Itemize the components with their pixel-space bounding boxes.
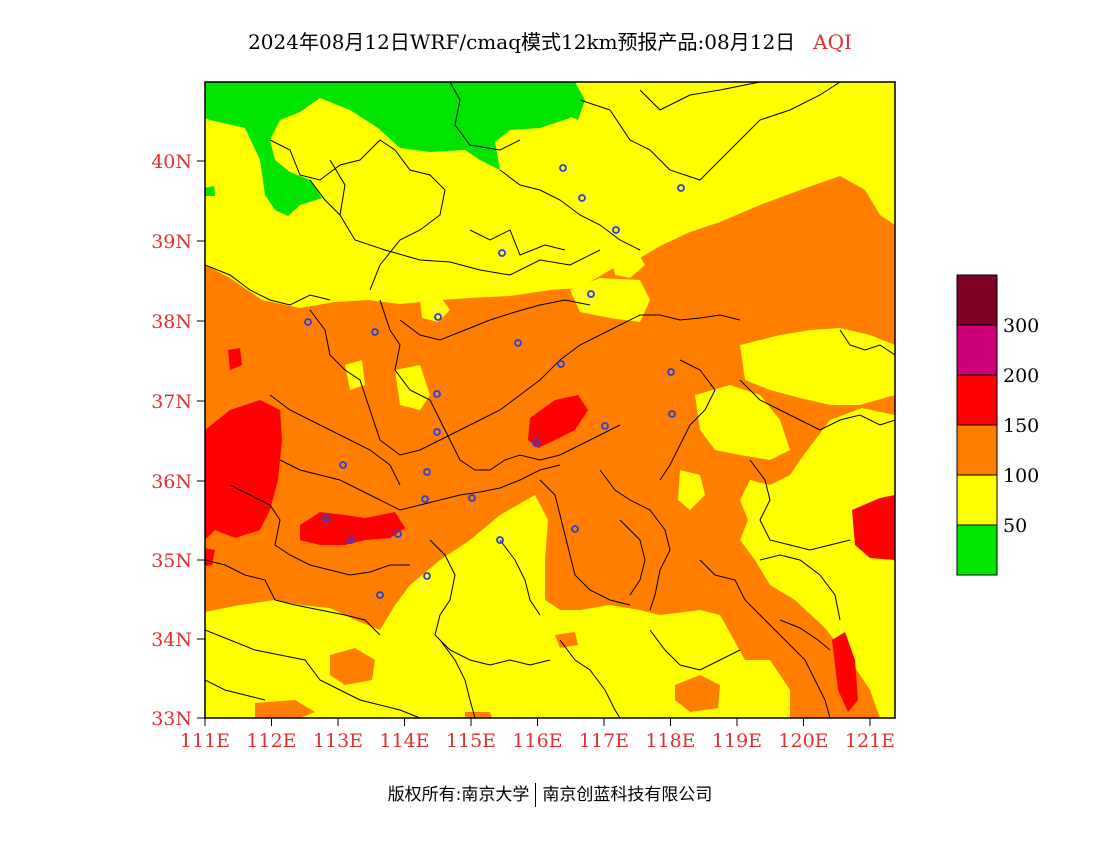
- lat-tick-label: 40N: [151, 151, 192, 173]
- legend-label: 300: [1003, 315, 1039, 337]
- footer-separator: [535, 783, 537, 807]
- city-markers: [304, 164, 685, 599]
- lon-tick-label: 117E: [579, 730, 629, 752]
- field-good-west: [205, 186, 215, 196]
- legend-swatch: [956, 324, 998, 376]
- blob-south-1: [330, 648, 375, 685]
- lat-tick-label: 38N: [151, 311, 192, 333]
- field-unhealthy-coast: [852, 495, 895, 560]
- legend-swatch: [956, 424, 998, 476]
- field-unhealthy-west: [205, 400, 282, 540]
- lat-tick-label: 37N: [151, 391, 192, 413]
- legend-label: 100: [1003, 465, 1039, 487]
- lat-tick-label: 36N: [151, 471, 192, 493]
- lon-tick-label: 114E: [379, 730, 429, 752]
- lon-tick-label: 112E: [246, 730, 296, 752]
- hole-small-1: [678, 470, 705, 510]
- legend-swatch: [956, 474, 998, 526]
- hole-north-east: [570, 278, 650, 322]
- legend-swatch: [956, 524, 998, 576]
- boundary-lines: [205, 82, 895, 718]
- legend-label: 150: [1003, 415, 1039, 437]
- blob-south-2: [255, 700, 315, 718]
- hole-small-2: [395, 365, 430, 410]
- legend-swatch: [956, 274, 998, 326]
- map-title: 2024年08月12日WRF/cmaq模式12km预报产品:08月12日 AQI: [0, 26, 1100, 55]
- lon-tick-label: 120E: [778, 730, 828, 752]
- legend-label: 50: [1003, 515, 1027, 537]
- field-usg-band: [205, 176, 895, 718]
- blob-south-3: [675, 675, 720, 712]
- lon-tick-label: 119E: [712, 730, 762, 752]
- map-frame: [204, 81, 896, 719]
- blob-south-4: [555, 632, 578, 648]
- copyright-footer: 版权所有:南京大学 南京创蓝科技有限公司: [0, 780, 1100, 807]
- field-unhealthy-small-1: [228, 348, 242, 370]
- field-unhealthy-east: [528, 395, 588, 448]
- lon-tick-label: 113E: [313, 730, 363, 752]
- aqi-legend: 50 100 150 200 300: [956, 274, 1039, 576]
- hole-small-5: [612, 250, 645, 278]
- lat-tick-label: 39N: [151, 231, 192, 253]
- lat-tick-label: 33N: [151, 708, 192, 730]
- lon-tick-label: 116E: [512, 730, 562, 752]
- lon-tick-label: 118E: [645, 730, 695, 752]
- lon-tick-label: 121E: [845, 730, 895, 752]
- field-good-north-east: [530, 82, 585, 120]
- latitude-axis: 40N 39N 38N 37N 36N 35N 34N 33N: [151, 151, 205, 730]
- legend-label: 200: [1003, 365, 1039, 387]
- footer-right: 南京创蓝科技有限公司: [542, 785, 713, 805]
- legend-swatch: [956, 374, 998, 426]
- blob-south-5: [465, 712, 492, 718]
- lon-tick-label: 111E: [180, 730, 230, 752]
- lat-tick-label: 35N: [151, 550, 192, 572]
- footer-left: 版权所有:南京大学: [387, 785, 530, 805]
- field-good-north: [205, 82, 585, 216]
- field-unhealthy-south: [832, 632, 858, 712]
- longitude-axis: 111E 112E 113E 114E 115E 116E 117E 118E 119E 120E…: [180, 718, 895, 752]
- lat-tick-label: 34N: [151, 629, 192, 651]
- title-variable: AQI: [813, 30, 852, 54]
- hole-small-3: [345, 360, 365, 390]
- hole-small-4: [420, 296, 450, 322]
- hole-shandong: [695, 385, 790, 460]
- lon-tick-label: 115E: [446, 730, 496, 752]
- aqi-field: [205, 82, 895, 718]
- title-main: 2024年08月12日WRF/cmaq模式12km预报产品:08月12日: [248, 30, 796, 54]
